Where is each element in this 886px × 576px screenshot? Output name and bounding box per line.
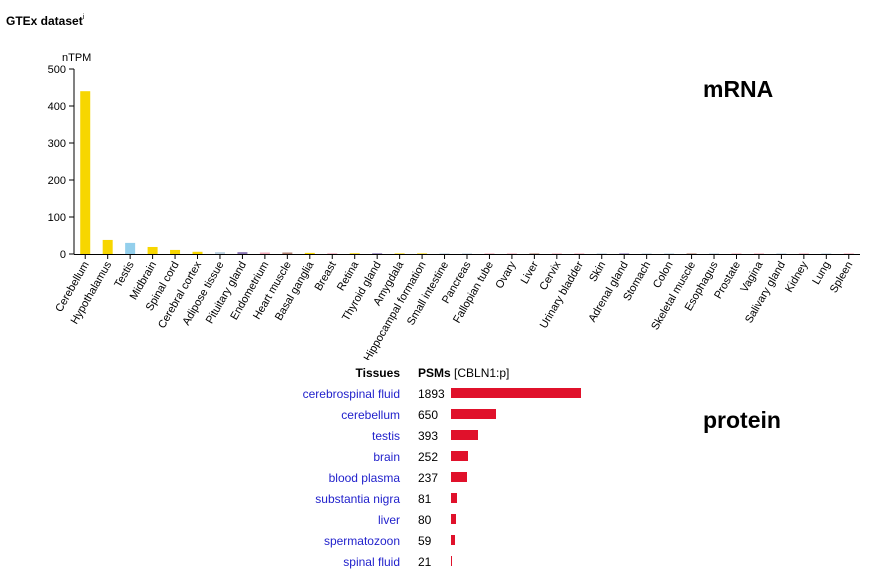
bar-ovary (506, 253, 517, 254)
mrna-label: mRNA (703, 76, 774, 102)
bar-cerebral-cortex (192, 251, 203, 254)
psm-bar (451, 388, 581, 398)
tissue-link[interactable]: testis (371, 429, 400, 443)
protein-row: liver 80 (0, 513, 886, 534)
y-tick-label: 300 (48, 138, 66, 150)
tissue-link[interactable]: liver (377, 513, 400, 527)
x-tick-label: Ovary (493, 259, 518, 291)
protein-row: brain 252 (0, 450, 886, 471)
x-tick-label: Urinary bladder (538, 259, 586, 330)
bar-adrenal-gland (619, 253, 630, 254)
y-tick-label: 500 (48, 64, 66, 76)
bar-lung (821, 253, 832, 254)
bar-testis (125, 242, 136, 254)
tissue-link[interactable]: substantia nigra (315, 492, 400, 506)
tissue-link[interactable]: spinal fluid (343, 555, 400, 569)
bar-midbrain (147, 246, 158, 254)
bar-pituitary-gland (237, 252, 248, 254)
bar-skin (596, 253, 607, 254)
bar-colon (664, 253, 675, 254)
bar-thyroid-gland (372, 253, 383, 254)
bar-salivary-gland (776, 253, 787, 254)
x-tick-label: Kidney (783, 259, 810, 295)
psm-bar (451, 430, 478, 440)
bar-urinary-bladder (574, 253, 585, 254)
protein-label: protein (703, 407, 781, 433)
protein-id: [CBLN1:p] (454, 366, 510, 380)
protein-row: cerebrospinal fluid 1893 (0, 387, 886, 408)
psm-bar (451, 493, 457, 503)
protein-row: spermatozoon 59 (0, 534, 886, 555)
bar-cervix (551, 253, 562, 254)
bar-liver (529, 253, 540, 254)
psm-bar (451, 409, 496, 419)
x-tick-label: Liver (519, 259, 541, 286)
psm-bar (451, 514, 457, 524)
protein-row: substantia nigra 81 (0, 492, 886, 513)
bar-spleen (843, 253, 854, 254)
psm-value: 650 (418, 408, 439, 422)
bar-fallopian-tube (484, 253, 495, 254)
bar-stomach (641, 253, 652, 254)
y-axis-label: nTPM (62, 52, 91, 64)
psm-bar (451, 556, 453, 566)
tissue-link[interactable]: cerebellum (341, 408, 400, 422)
protein-row: blood plasma 237 (0, 471, 886, 492)
protein-row: spinal fluid 21 (0, 555, 886, 576)
protein-row: cerebellum 650 (0, 408, 886, 429)
psm-value: 393 (418, 429, 439, 443)
y-tick-label: 200 (48, 175, 66, 187)
tissue-link[interactable]: brain (373, 450, 400, 464)
dataset-title-text: GTEx dataset (6, 14, 83, 28)
x-tick-label: Spleen (828, 260, 856, 296)
bar-small-intestine (439, 253, 450, 254)
bar-prostate (731, 253, 742, 254)
bar-heart-muscle (282, 252, 293, 254)
psm-value: 252 (418, 450, 439, 464)
bar-basal-ganglia (304, 252, 315, 254)
bar-pancreas (462, 253, 472, 254)
bar-breast (327, 253, 338, 254)
x-tick-label: Lung (810, 260, 833, 287)
y-tick-label: 0 (60, 249, 66, 261)
bar-kidney (798, 253, 809, 254)
psm-value: 81 (418, 492, 432, 506)
tissue-link[interactable]: blood plasma (328, 471, 400, 485)
tissue-link[interactable]: spermatozoon (323, 534, 400, 548)
psm-bar (451, 472, 468, 482)
mrna-bar-chart: nTPM0100200300400500CerebellumHypothalam… (48, 52, 860, 360)
bar-retina (349, 253, 360, 254)
psm-value: 237 (418, 471, 439, 485)
tissue-link[interactable]: cerebrospinal fluid (302, 387, 400, 401)
x-tick-label: Skin (587, 260, 608, 285)
bar-endometrium (259, 252, 270, 254)
y-tick-label: 400 (48, 101, 66, 113)
bar-amygdala (394, 253, 405, 254)
bar-cerebellum (80, 91, 91, 254)
protein-row: testis 393 (0, 429, 886, 450)
bar-skeletal-muscle (686, 253, 697, 254)
bar-hippocampal-formation (417, 253, 428, 254)
bar-adipose-tissue (214, 252, 225, 254)
psm-bar (451, 535, 456, 545)
y-tick-label: 100 (48, 212, 66, 224)
psm-value: 1893 (418, 387, 445, 401)
psm-value: 80 (418, 513, 432, 527)
bar-vagina (753, 253, 764, 254)
tissues-header: Tissues (355, 366, 400, 380)
psms-header: PSMs [CBLN1:p] (418, 366, 510, 380)
info-icon[interactable]: i (82, 14, 85, 21)
dataset-title: GTEx dataseti (6, 14, 84, 28)
bar-esophagus (709, 253, 720, 254)
psm-value: 21 (418, 555, 432, 569)
psm-value: 59 (418, 534, 432, 548)
bar-hypothalamus (102, 239, 113, 254)
psm-bar (451, 451, 469, 461)
bar-spinal-cord (170, 249, 181, 254)
